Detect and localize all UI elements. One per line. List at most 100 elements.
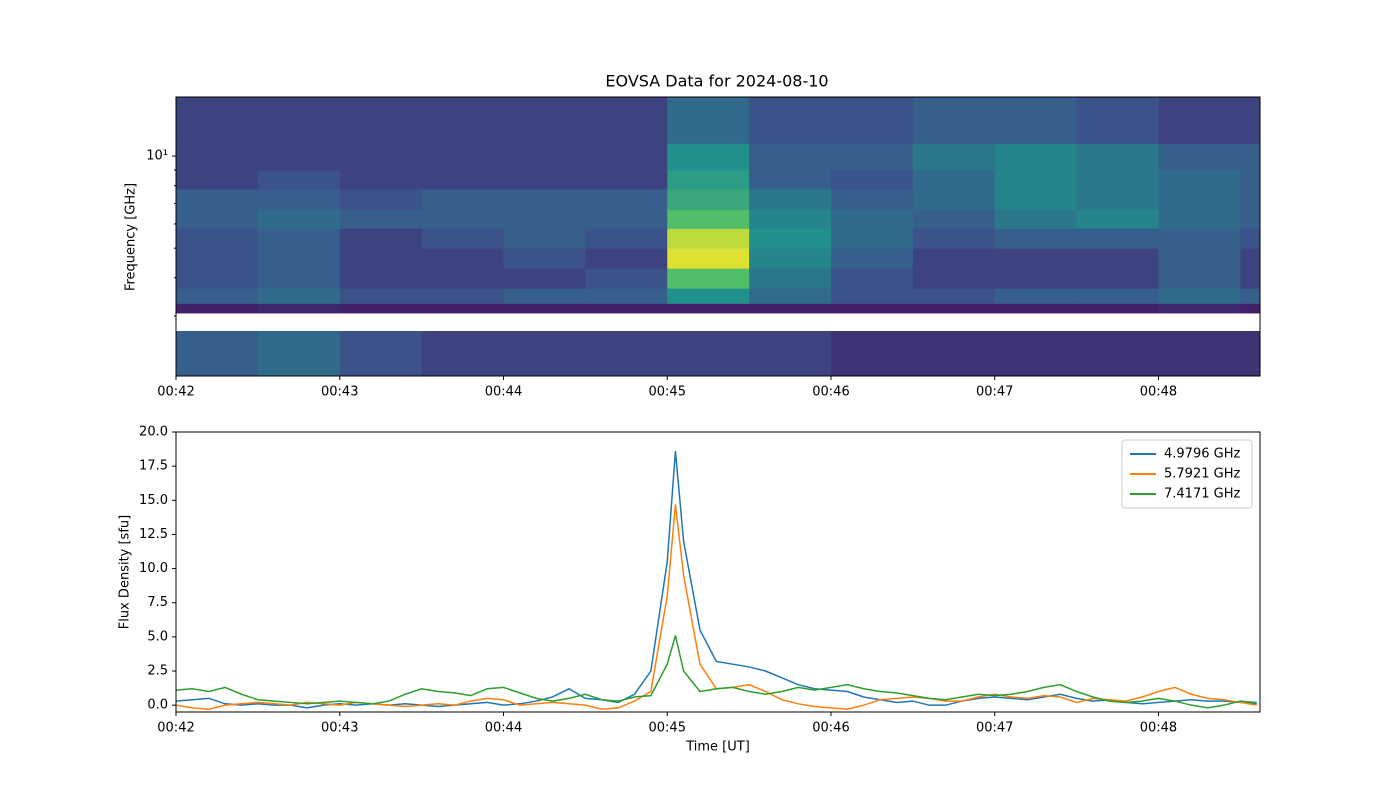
- heatmap-cell: [339, 228, 423, 249]
- heatmap-cell: [503, 189, 586, 210]
- x-tick-label: 00:44: [485, 385, 522, 400]
- legend-box: [1121, 439, 1253, 509]
- heatmap-cell: [1076, 97, 1159, 144]
- heatmap-cell: [339, 189, 423, 210]
- heatmap-cell: [176, 331, 259, 376]
- x-tick-label: 00:48: [1140, 385, 1177, 400]
- heatmap-cell: [1076, 288, 1159, 304]
- heatmap-cell: [176, 228, 259, 249]
- heatmap-cell: [1240, 288, 1260, 304]
- heatmap-cell: [1158, 170, 1241, 190]
- heatmap-cell: [585, 228, 668, 249]
- heatmap-cell: [749, 228, 832, 249]
- x-tick-label: 00:42: [157, 721, 194, 736]
- heatmap-cell: [1158, 248, 1241, 269]
- heatmap-cell: [830, 248, 914, 269]
- heatmap-cell: [830, 209, 914, 229]
- legend-label: 5.7921 GHz: [1164, 467, 1240, 482]
- heatmap-cell: [830, 189, 914, 210]
- heatmap-cell: [257, 209, 341, 229]
- heatmap-cell: [749, 248, 832, 269]
- heatmap-cell: [421, 248, 504, 269]
- heatmap-cell: [1158, 303, 1241, 314]
- heatmap-cell: [667, 209, 750, 229]
- heatmap-cell: [421, 143, 504, 171]
- heatmap-cell: [994, 288, 1078, 304]
- data-line: [176, 635, 1257, 709]
- heatmap-cell: [912, 303, 996, 314]
- heatmap-cell: [257, 331, 341, 376]
- heatmap-cell: [667, 303, 750, 314]
- heatmap-cell: [257, 248, 341, 269]
- x-tick-label: 00:42: [157, 385, 194, 400]
- heatmap-cell: [912, 170, 996, 190]
- heatmap-cell: [585, 303, 668, 314]
- heatmap-cell: [912, 209, 996, 229]
- x-tick-label: 00:46: [812, 385, 849, 400]
- heatmap-cell: [1240, 209, 1260, 229]
- x-tick-label: 00:47: [976, 385, 1013, 400]
- y-axis-label: Flux Density [sfu]: [118, 515, 133, 629]
- heatmap-cell: [994, 143, 1078, 171]
- y-tick-label: 5.0: [147, 629, 168, 644]
- heatmap-cell: [912, 288, 996, 304]
- heatmap-cell: [1076, 189, 1159, 210]
- heatmap-cell: [667, 331, 750, 376]
- heatmap-cell: [421, 288, 504, 304]
- heatmap-cell: [912, 97, 996, 144]
- heatmap-cell: [1240, 268, 1260, 289]
- heatmap-cell: [1076, 303, 1159, 314]
- heatmap-cell: [994, 268, 1078, 289]
- x-tick-label: 00:43: [321, 385, 358, 400]
- heatmap-cell: [1076, 228, 1159, 249]
- heatmap-cell: [503, 97, 586, 144]
- heatmap-cell: [830, 331, 914, 376]
- heatmap-cell: [257, 189, 341, 210]
- heatmap-cell: [1240, 170, 1260, 190]
- heatmap-cell: [1158, 209, 1241, 229]
- heatmap-cell: [667, 170, 750, 190]
- heatmap-cell: [585, 143, 668, 171]
- plot-area: [176, 97, 1260, 376]
- heatmap-cell: [585, 97, 668, 144]
- heatmap-cell: [339, 268, 423, 289]
- heatmap-cell: [421, 209, 504, 229]
- heatmap-cell: [912, 189, 996, 210]
- heatmap-cell: [176, 303, 259, 314]
- heatmap-cell: [1240, 331, 1260, 376]
- heatmap-cell: [503, 170, 586, 190]
- heatmap-cell: [339, 288, 423, 304]
- axes-frame: [175, 431, 1261, 713]
- heatmap-cell: [503, 331, 586, 376]
- heatmap-cell: [339, 248, 423, 269]
- heatmap-cell: [667, 228, 750, 249]
- heatmap-cell: [176, 209, 259, 229]
- heatmap-cell: [257, 303, 341, 314]
- data-line: [176, 504, 1257, 711]
- heatmap-cell: [339, 170, 423, 190]
- heatmap-cell: [830, 170, 914, 190]
- y-tick-label: 17.5: [139, 459, 168, 474]
- x-tick-label: 00:46: [812, 721, 849, 736]
- heatmap-cell: [176, 97, 259, 144]
- heatmap-cell: [176, 268, 259, 289]
- heatmap-cell: [1076, 248, 1159, 269]
- y-tick-label: 20.0: [139, 425, 168, 440]
- heatmap-cell: [176, 170, 259, 190]
- heatmap-cell: [830, 228, 914, 249]
- legend-label: 4.9796 GHz: [1164, 447, 1240, 462]
- heatmap-cell: [1240, 97, 1260, 144]
- heatmap-cell: [994, 303, 1078, 314]
- heatmap-cell: [994, 228, 1078, 249]
- y-tick-label: 2.5: [147, 664, 168, 679]
- y-tick-label: 7.5: [147, 595, 168, 610]
- x-tick-label: 00:45: [649, 721, 686, 736]
- heatmap-cell: [1076, 143, 1159, 171]
- heatmap-cell: [1240, 248, 1260, 269]
- heatmap-cell: [421, 97, 504, 144]
- heatmap-cell: [667, 288, 750, 304]
- heatmap-cell: [667, 143, 750, 171]
- heatmap-cell: [912, 143, 996, 171]
